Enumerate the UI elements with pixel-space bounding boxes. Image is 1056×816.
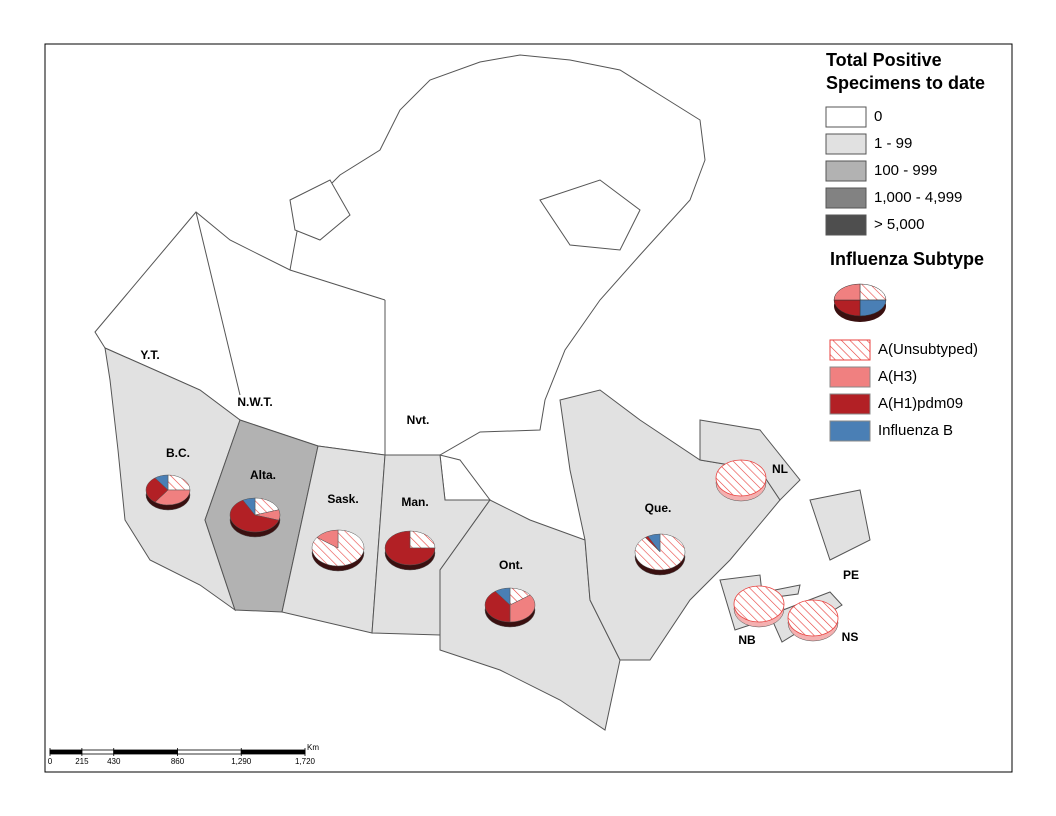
legend-pie-slice [859, 283, 887, 301]
legend-swatch [829, 393, 871, 415]
scale-segment [49, 749, 83, 755]
scale-segment [113, 749, 178, 755]
legend-subtypes: A(Unsubtyped) A(H3) A(H1)pdm09 Influenza B [829, 339, 978, 442]
pie [634, 533, 686, 576]
scale-segment [177, 749, 242, 755]
province [699, 419, 871, 561]
legend-label: A(Unsubtyped) [878, 341, 978, 358]
legend-swatch [829, 420, 871, 442]
region-label: NL [772, 462, 788, 476]
legend-swatch [829, 339, 871, 361]
pie-slice [494, 587, 511, 606]
pie-slice [311, 529, 365, 567]
scale-bar: 0 215 430 860 1,290 1,720 Km [48, 743, 320, 766]
legend-label: 1 - 99 [874, 135, 912, 152]
border [289, 269, 386, 301]
scale-label: 430 [107, 757, 121, 766]
pie-slice [229, 499, 280, 533]
pie-slice [167, 474, 191, 491]
legend-swatch [825, 106, 867, 128]
region-label: PE [843, 568, 859, 582]
region-label: B.C. [166, 446, 190, 460]
region-labels: Y.T. N.W.T. Nvt. B.C. Alta. Sask. Man. Ont. Que.… [140, 348, 859, 647]
legend-label: A(H3) [878, 368, 917, 385]
legend-pie-slice [833, 299, 861, 317]
pie-slice [787, 599, 839, 637]
region-label: Que. [645, 501, 672, 515]
legend-pie-slice [833, 283, 861, 301]
pie-slice [647, 533, 661, 553]
legend-swatch [825, 133, 867, 155]
pie [484, 587, 536, 628]
pie-slice [484, 590, 511, 623]
region-label: Nvt. [407, 413, 430, 427]
legend-swatch [825, 214, 867, 236]
scale-unit: Km [307, 743, 319, 752]
region-label: N.W.T. [237, 395, 272, 409]
legend-swatch [825, 187, 867, 209]
legend-pie-slice [859, 299, 887, 317]
legend-title: Specimens to date [826, 73, 985, 93]
pie [787, 599, 839, 642]
island [539, 179, 641, 251]
pie-slice [242, 497, 256, 516]
scale-label: 215 [75, 757, 89, 766]
pie [733, 585, 785, 628]
pie [715, 459, 767, 502]
scale-label: 860 [171, 757, 185, 766]
legend-title: Total Positive [826, 50, 942, 70]
island [289, 179, 351, 241]
legend-label: 1,000 - 4,999 [874, 189, 962, 206]
region-label: NS [842, 630, 859, 644]
region-label: Man. [401, 495, 428, 509]
border [195, 211, 241, 396]
scale-label: 1,290 [231, 757, 252, 766]
legend-pie [833, 283, 887, 322]
pie-slice [154, 489, 191, 506]
scale-segment [240, 749, 306, 755]
pie-slice [733, 585, 785, 623]
region-label: Alta. [250, 468, 276, 482]
pie-slice [384, 530, 436, 566]
pie [384, 530, 436, 571]
scale-label: 0 [48, 757, 53, 766]
pie [145, 474, 191, 511]
legend-classes: 0 1 - 99 100 - 999 1,000 - 4,999 > 5,000 [825, 106, 962, 236]
legend-title: Influenza Subtype [830, 249, 984, 269]
pie-charts [145, 459, 839, 642]
legend-label: 0 [874, 108, 882, 125]
region-label: Ont. [499, 558, 523, 572]
pie-slice [715, 459, 767, 497]
region-label: Sask. [327, 492, 358, 506]
pie [229, 497, 281, 538]
scale-label: 1,720 [295, 757, 316, 766]
legend-swatch [825, 160, 867, 182]
region-label: NB [738, 633, 756, 647]
region-label: Y.T. [140, 348, 159, 362]
pie-slice [154, 474, 169, 491]
pie-slice [509, 594, 536, 623]
pie-slice [316, 529, 339, 549]
legend-label: A(H1)pdm09 [878, 395, 963, 412]
pie-slice [145, 477, 169, 503]
legend-label: 100 - 999 [874, 162, 937, 179]
legend-label: > 5,000 [874, 216, 924, 233]
pie [311, 529, 365, 572]
legend-swatch [829, 366, 871, 388]
legend-label: Influenza B [878, 422, 953, 439]
scale-segment [81, 749, 115, 755]
province [559, 389, 781, 661]
pie-slice [409, 530, 436, 549]
